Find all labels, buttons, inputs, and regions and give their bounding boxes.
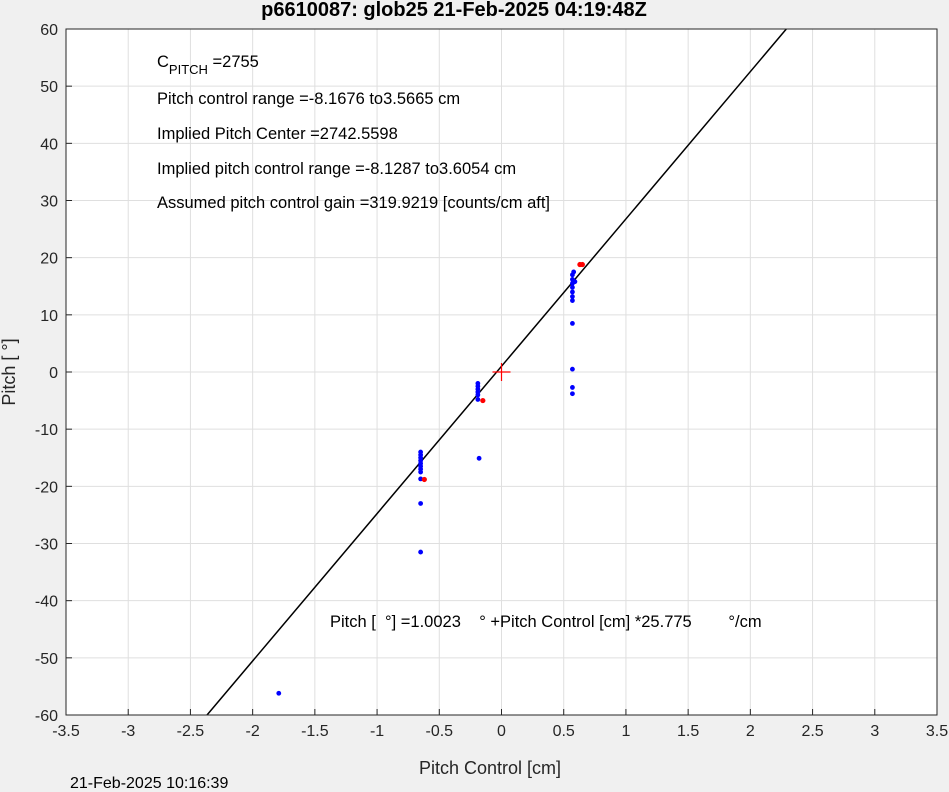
x-tick-label: -3 [121, 723, 135, 740]
blue-point [570, 289, 575, 295]
blue-point [418, 449, 424, 455]
center-marker-group [492, 363, 511, 381]
y-tick-label: 0 [49, 365, 58, 382]
x-tick-label: -1.5 [301, 723, 329, 740]
x-tick-label: 0 [497, 723, 506, 740]
blue-point [476, 455, 482, 461]
blue-point [570, 298, 575, 303]
plot-border [65, 28, 938, 716]
blue-point [570, 391, 575, 397]
blue-point [475, 397, 481, 402]
x-tick-label: 3.5 [926, 723, 948, 740]
x-tick-label: 0.5 [553, 723, 575, 740]
y-tick-label: 20 [40, 251, 58, 268]
y-tick-label: 60 [40, 22, 58, 39]
blue-point [475, 381, 481, 386]
annotation-fit-equation: Pitch [ °] =1.0023 ° +Pitch Control [cm]… [330, 613, 762, 631]
blue-point [570, 294, 575, 299]
y-tick-label: -20 [35, 479, 58, 496]
blue-point [570, 321, 575, 326]
annotation-control-gain: Assumed pitch control gain =319.9219 [co… [157, 194, 550, 212]
y-tick-label: 10 [40, 308, 58, 325]
annotation-cpitch-sub: PITCH [169, 62, 208, 77]
y-tick-labels: -60 -50 -40 -30 -20 -10 0 10 20 30 40 50 60 [35, 22, 58, 725]
blue-point [418, 476, 424, 482]
blue-point [571, 269, 577, 275]
red-point [421, 476, 427, 483]
annotation-pitch-control-range: Pitch control range =-8.1676 to3.5665 cm [157, 90, 460, 108]
red-point [480, 397, 486, 404]
y-axis-label: Pitch [ °] [0, 338, 19, 405]
annotation-cpitch: CPITCH =2755 [157, 53, 259, 77]
x-tick-label: 2.5 [801, 723, 823, 740]
blue-point [418, 549, 424, 555]
y-tick-label: -60 [35, 708, 58, 725]
x-tick-label: -2.5 [177, 723, 205, 740]
x-axis-label: Pitch Control [cm] [419, 758, 561, 778]
y-tick-label: -10 [35, 422, 58, 439]
blue-point [276, 690, 282, 696]
y-tick-label: -50 [35, 651, 58, 668]
blue-point [572, 279, 578, 285]
annotation-implied-pitch-center: Implied Pitch Center =2742.5598 [157, 125, 398, 143]
y-tick-label: 40 [40, 136, 58, 153]
x-tick-labels: -3.5 -3 -2.5 -2 -1.5 -1 -0.5 0 0.5 1 1.5 2 2.5 3 3.5 [52, 723, 948, 740]
x-tick-label: -2 [246, 723, 260, 740]
annotation-cpitch-value: =2755 [208, 53, 259, 71]
y-tick-label: -40 [35, 594, 58, 611]
x-tick-label: 1 [621, 723, 630, 740]
x-tick-label: 2 [746, 723, 755, 740]
blue-point [570, 366, 575, 372]
red-series [421, 261, 585, 483]
blue-point [570, 284, 575, 290]
annotation-cpitch-main: C [157, 53, 169, 71]
blue-point [570, 385, 575, 390]
y-tick-label: 50 [40, 79, 58, 96]
annotation-implied-control-range: Implied pitch control range =-8.1287 to3… [157, 160, 516, 178]
x-tick-label: -1 [370, 723, 384, 740]
x-tick-label: 1.5 [677, 723, 699, 740]
footer-timestamp: 21-Feb-2025 10:16:39 [70, 775, 228, 792]
x-tick-label: 3 [870, 723, 879, 740]
blue-series [276, 269, 578, 696]
y-tick-label: 30 [40, 194, 58, 211]
y-tick-label: -30 [35, 537, 58, 554]
x-tick-label: -3.5 [52, 723, 80, 740]
chart-title: p6610087: glob25 21-Feb-2025 04:19:48Z [261, 0, 647, 21]
blue-point [418, 501, 424, 506]
red-point [579, 261, 585, 268]
x-tick-label: -0.5 [425, 723, 453, 740]
